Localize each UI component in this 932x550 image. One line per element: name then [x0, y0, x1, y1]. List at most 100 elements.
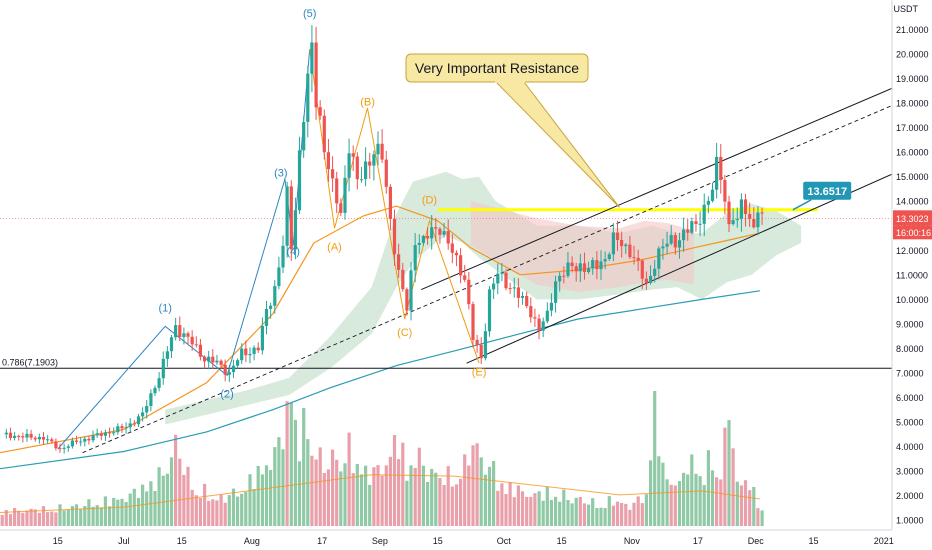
candle-body: [649, 275, 653, 283]
candle-body: [756, 212, 760, 228]
candle-body: [223, 364, 227, 375]
callout-pointer: [494, 81, 620, 208]
candle-body: [463, 275, 467, 280]
candle-body: [401, 269, 405, 290]
candle-body: [628, 244, 632, 258]
volume-bar: [397, 459, 401, 526]
volume-bar: [4, 510, 8, 526]
y-tick-label: 12.0000: [896, 246, 929, 256]
candle-body: [25, 433, 29, 438]
volume-bar: [240, 493, 244, 526]
volume-bar: [628, 509, 632, 526]
volume-bar: [562, 489, 566, 526]
candle-body: [690, 221, 694, 233]
candle-body: [87, 438, 91, 441]
volume-bar: [487, 466, 492, 526]
volume-bar: [66, 509, 70, 526]
candle-body: [438, 228, 442, 235]
y-tick-label: 2.0000: [896, 491, 924, 501]
candle-body: [99, 433, 103, 436]
candle-body: [62, 447, 66, 449]
y-tick-label: 15.0000: [896, 172, 929, 182]
volume-bar: [545, 486, 549, 526]
candle-body: [355, 156, 359, 180]
candle-body: [417, 242, 421, 245]
wave-label: (A): [327, 241, 342, 253]
volume-bar: [611, 505, 615, 526]
candle-body: [640, 260, 644, 279]
volume-bar: [207, 500, 211, 526]
volume-bar: [29, 508, 33, 526]
candle-body: [380, 143, 384, 160]
volume-bar: [760, 510, 764, 526]
volume-bar: [103, 496, 107, 526]
candle-body: [384, 159, 388, 187]
candle-body: [442, 231, 446, 235]
candle-body: [591, 260, 595, 269]
volume-bar: [62, 510, 66, 526]
wave-label: (D): [422, 195, 437, 207]
volume-bar: [25, 510, 29, 526]
volume-bar: [644, 494, 648, 526]
resistance-badge: [803, 181, 852, 200]
volume-bar: [359, 474, 364, 526]
callout-seam: [495, 80, 525, 83]
volume-bar: [380, 475, 384, 526]
candle-body: [277, 267, 281, 287]
candle-body: [504, 272, 508, 289]
candle-body: [397, 254, 401, 270]
x-tick-label: 15: [809, 536, 819, 546]
candle-body: [314, 42, 318, 108]
candle-body: [529, 306, 533, 318]
x-tick-label: Nov: [624, 536, 641, 546]
candle-body: [566, 262, 570, 276]
x-tick-label: 2021: [874, 536, 894, 546]
volume-bar: [318, 447, 322, 526]
candle-body: [459, 255, 463, 276]
volume-bar: [322, 473, 326, 526]
candle-body: [615, 232, 620, 240]
volume-bar: [91, 506, 95, 526]
volume-bar: [364, 465, 368, 526]
x-tick-label: Oct: [497, 536, 512, 546]
candle-body: [322, 115, 326, 153]
y-tick-label: 7.0000: [896, 368, 924, 378]
volume-bar: [640, 503, 644, 526]
volume-bar: [13, 508, 17, 526]
candle-body: [120, 426, 124, 429]
candle-body: [760, 212, 764, 214]
volume-bar: [492, 461, 496, 526]
candle-body: [211, 356, 215, 363]
volume-bar: [401, 442, 405, 526]
candle-body: [4, 432, 8, 435]
candle-body: [636, 257, 640, 261]
volume-bar: [190, 489, 194, 526]
volume-bar: [715, 477, 719, 526]
x-tick-label: 15: [177, 536, 187, 546]
y-tick-label: 6.0000: [896, 393, 924, 403]
wave-label: (4): [286, 246, 299, 258]
volume-bar: [735, 481, 739, 526]
current-price-label: 13.3023: [896, 214, 929, 224]
volume-bar: [297, 461, 302, 526]
candle-body: [141, 412, 145, 417]
y-tick-label: 3.0000: [896, 467, 924, 477]
volume-bar: [198, 498, 202, 526]
candle-body: [293, 210, 297, 250]
candle-body: [500, 272, 504, 274]
resistance-callout[interactable]: Very Important Resistance 13.6517: [405, 53, 852, 211]
volume-bar: [302, 408, 306, 526]
volume-bar: [132, 488, 136, 526]
volume-bar: [636, 496, 640, 526]
x-tick-label: Dec: [748, 536, 765, 546]
candle-body: [686, 229, 690, 233]
candle-body: [727, 201, 731, 225]
volume-bar: [739, 485, 743, 526]
volume-bar: [347, 432, 351, 526]
volume-bar: [578, 497, 582, 526]
candle-body: [50, 439, 54, 442]
candle-body: [673, 235, 677, 248]
candle-body: [310, 42, 314, 74]
volume-bar: [326, 469, 330, 526]
candle-body: [116, 426, 120, 433]
